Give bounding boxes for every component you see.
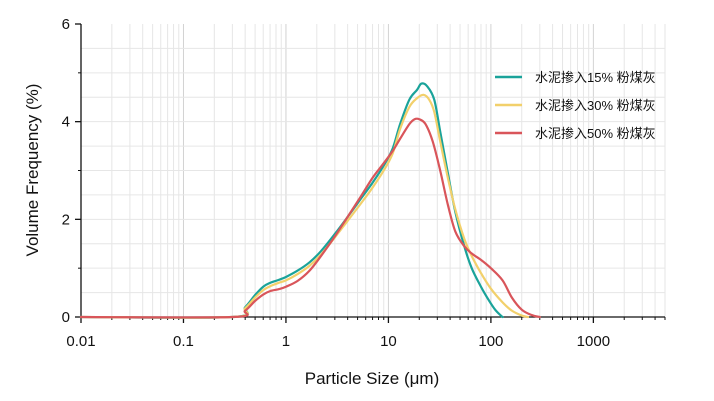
y-tick-label: 4: [62, 114, 70, 131]
legend-label-3: 水泥掺入50% 粉煤灰: [535, 126, 656, 141]
x-tick-label: 100: [478, 333, 503, 350]
x-tick-label: 0.1: [173, 333, 194, 350]
x-axis-title: Particle Size (μm): [305, 369, 439, 388]
y-tick-label: 0: [62, 309, 70, 326]
x-tick-label: 10: [380, 333, 397, 350]
y-tick-label: 6: [62, 16, 70, 33]
series-line-2: [79, 93, 530, 319]
tick-labels: 0 2 4 6 0.01 0.1 1 10 100 1000: [62, 16, 610, 350]
legend-label-1: 水泥掺入15% 粉煤灰: [535, 70, 656, 85]
x-tick-label: 0.01: [66, 333, 95, 350]
series-line-1: [79, 82, 504, 319]
x-tick-label: 1000: [577, 333, 610, 350]
y-axis-title: Volume Frequency (%): [23, 84, 42, 257]
grid: [80, 24, 666, 317]
axes: [75, 23, 666, 323]
series-lines: [79, 82, 541, 319]
y-tick-label: 2: [62, 211, 70, 228]
legend-label-2: 水泥掺入30% 粉煤灰: [535, 98, 656, 113]
x-tick-label: 1: [282, 333, 290, 350]
series-line-3: [79, 117, 541, 319]
